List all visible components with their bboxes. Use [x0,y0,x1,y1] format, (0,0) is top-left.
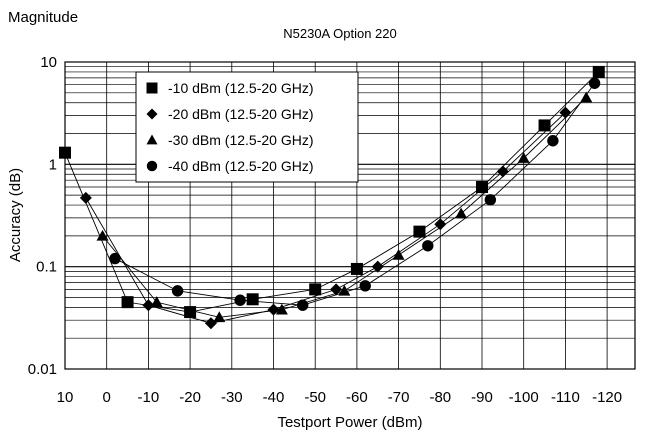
square-marker [121,296,134,309]
square-series-line [64,71,600,313]
y-axis-label: Accuracy (dB) [7,168,24,262]
x-tick-label: -110 [551,389,580,406]
triangle-marker [392,249,405,260]
legend: -10 dBm (12.5-20 GHz) -20 dBm (12.5-20 GH… [135,71,359,183]
legend-triangle-marker [146,134,158,145]
x-tick-label: -30 [221,389,243,406]
y-tick-label: 0.1 [36,259,57,276]
circle-marker [588,77,601,89]
tick-labels: 10 0 -10 -20 -30 -40 -50 -60 -70 -80 -90 -100 -110 -1… [28,54,622,406]
circle-marker [484,194,497,206]
x-tick-label: -120 [592,389,622,406]
diamond-marker [267,303,280,316]
diamond-marker [204,317,217,330]
x-tick-label: -80 [429,389,451,406]
circle-marker [547,135,559,147]
circle-marker [234,294,246,306]
legend-label: -20 dBm (12.5-20 GHz) [168,106,314,122]
circle-marker [296,299,309,311]
triangle-marker [96,229,109,241]
legend-label: -40 dBm (12.5-20 GHz) [168,158,314,174]
y-tick-label: 0.01 [28,361,57,378]
triangle-marker [150,296,163,307]
y-tick-label: 10 [40,54,57,71]
circle-marker [359,280,371,292]
triangle-marker [455,207,468,219]
circle-marker [171,285,184,297]
diamond-marker [142,299,155,312]
x-tick-label: -10 [138,389,160,406]
x-tick-label: 0 [103,389,111,406]
x-tick-label: -90 [471,389,493,406]
x-tick-label: -100 [509,389,539,406]
x-tick-label: 10 [57,389,74,406]
square-marker [592,65,605,78]
y-tick-label: 1 [49,156,57,173]
x-axis-label: Testport Power (dBm) [277,414,422,431]
legend-diamond-marker [146,108,158,120]
corner-label: Magnitude [8,9,78,26]
triangle-marker [275,303,288,315]
circle-marker [422,240,434,252]
x-tick-label: -20 [179,389,201,406]
plot-frame [64,61,636,370]
square-marker [350,262,363,275]
legend-label: -10 dBm (12.5-20 GHz) [168,80,314,96]
legend-box [135,71,359,183]
legend-label: -30 dBm (12.5-20 GHz) [168,132,314,148]
square-marker [246,293,259,306]
triangle-marker [517,152,530,163]
x-tick-label: -60 [346,389,368,406]
square-marker [413,225,426,238]
legend-square-marker [146,82,158,94]
square-marker [476,181,488,194]
diamond-marker [79,191,92,204]
diamond-marker [434,218,447,231]
chart-title: N5230A Option 220 [283,26,396,41]
series-layer [59,65,605,330]
square-marker [59,146,71,159]
triangle-marker [213,311,226,323]
x-tick-label: -40 [263,389,285,406]
circle-marker [109,252,121,265]
diamond-marker [559,106,572,119]
diamond-marker [371,260,384,273]
square-marker [538,119,551,132]
x-tick-label: -70 [388,389,410,406]
legend-circle-marker [146,160,158,172]
x-tick-label: -50 [304,389,326,406]
square-marker [309,283,322,296]
